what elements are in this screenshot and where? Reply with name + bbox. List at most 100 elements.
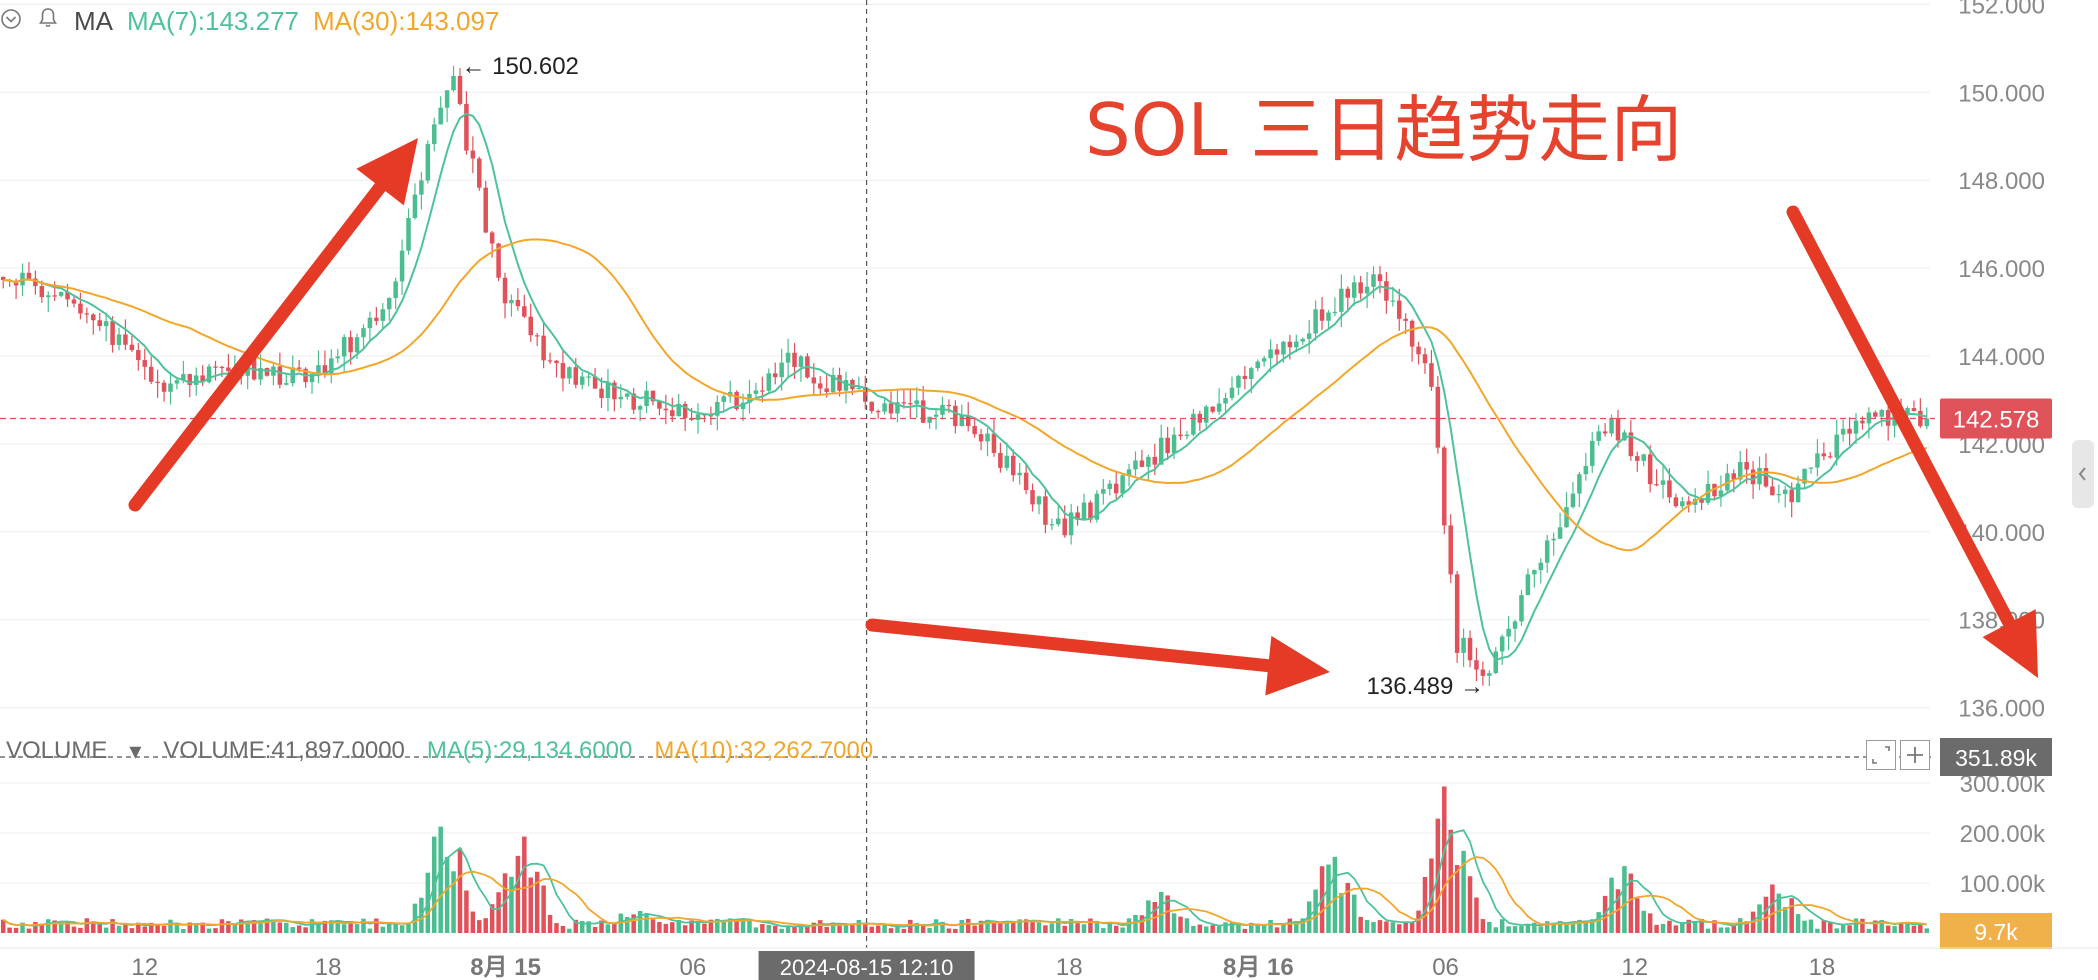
candle-body [695, 414, 701, 420]
main-legend: MA MA(7):143.277 MA(30):143.097 [0, 4, 499, 38]
volume-bar [888, 928, 894, 933]
volume-bar [708, 919, 714, 933]
candle-body [772, 373, 778, 378]
candle-body [1004, 455, 1010, 468]
volume-bar [908, 919, 913, 933]
volume-bar [296, 925, 302, 933]
collapse-chevron-icon[interactable] [0, 6, 22, 37]
candle-body [644, 390, 649, 407]
candle-body [676, 403, 681, 417]
candle-body [1049, 524, 1055, 526]
volume-ma5-value: MA(5):29,134.6000 [426, 737, 633, 764]
candle-body [1300, 338, 1306, 342]
candle-body [515, 299, 521, 307]
volume-bar [45, 919, 51, 933]
volume-bar [740, 918, 746, 933]
volume-bar [1030, 920, 1035, 933]
volume-bar [1924, 928, 1930, 933]
candle-body [1158, 437, 1164, 465]
volume-bar [78, 927, 83, 933]
candle-body [1358, 282, 1363, 294]
volume-bar [238, 919, 244, 933]
candle-body [1274, 349, 1280, 355]
candle-body [1332, 311, 1338, 314]
candle-body [1023, 472, 1029, 491]
volume-bar [1403, 922, 1408, 933]
volume-bar [1268, 919, 1273, 933]
bell-icon[interactable] [36, 6, 60, 37]
volume-bar [1667, 920, 1672, 933]
volume-bar [1782, 907, 1788, 933]
candle-body [374, 317, 379, 321]
candle-body [1815, 453, 1820, 468]
resize-pane-button[interactable] [1866, 740, 1896, 770]
candle-body [534, 335, 540, 337]
volume-bar [361, 918, 366, 933]
volume-bar [1840, 924, 1846, 933]
price-tick-label: 150.000 [1958, 80, 2045, 107]
candle-body [579, 376, 585, 385]
candle-body [1834, 434, 1839, 458]
candle-body [959, 415, 965, 427]
low-annotation: 136.489 → [1367, 673, 1484, 700]
volume-bar [573, 919, 579, 933]
candle-body [1313, 309, 1318, 334]
candle-body [1242, 375, 1248, 379]
candle-body [1351, 282, 1357, 298]
candle-body [335, 356, 341, 359]
volume-bar [380, 926, 386, 933]
volume-bar [174, 924, 180, 933]
candle-body [901, 402, 907, 404]
candle-body [1319, 309, 1325, 321]
candle-body [573, 367, 579, 385]
volume-bar [65, 921, 70, 933]
candle-body [1641, 454, 1646, 461]
current-volume-badge: 9.7k [1940, 913, 2052, 949]
candle-body [1512, 621, 1518, 629]
volume-bar [1113, 925, 1119, 933]
volume-bar [1339, 893, 1344, 933]
candle-body [1847, 428, 1852, 434]
volume-bar [605, 924, 611, 933]
candle-body [1718, 490, 1724, 497]
volume-dropdown-icon[interactable]: ▾ [129, 737, 142, 765]
volume-bar [502, 873, 508, 933]
side-panel-toggle[interactable] [2072, 440, 2094, 508]
volume-bar [567, 928, 572, 933]
volume-bar [1828, 921, 1833, 933]
candle-body [522, 306, 527, 317]
add-indicator-button[interactable] [1900, 740, 1930, 770]
volume-bar [1203, 926, 1209, 933]
candle-body [1712, 483, 1717, 497]
volume-bar [1126, 918, 1132, 933]
candle-body [1654, 484, 1659, 486]
candle-body [875, 411, 881, 413]
volume-bar [547, 914, 553, 933]
candle-body [181, 374, 186, 381]
candle-body [1744, 462, 1749, 470]
volume-value: VOLUME:41,897.0000 [163, 737, 405, 764]
volume-bar [869, 926, 874, 933]
volume-bar [1294, 920, 1299, 933]
volume-bar [1718, 927, 1724, 933]
price-tick-label: 144.000 [1958, 344, 2045, 371]
candle-body [322, 365, 328, 375]
volume-bar [985, 919, 990, 933]
candle-body [1467, 637, 1473, 661]
volume-bar [1107, 921, 1113, 933]
candle-body [920, 400, 926, 423]
volume-bar [20, 922, 25, 933]
candle-body [1306, 333, 1312, 339]
volume-bar [1802, 920, 1807, 933]
volume-bar [914, 923, 920, 933]
volume-bar [97, 924, 102, 933]
volume-bar [103, 927, 109, 933]
candle-body [502, 277, 508, 304]
candle-body [824, 388, 829, 392]
candle-body [509, 299, 514, 304]
candle-body [1596, 431, 1601, 441]
volume-bar [1763, 896, 1769, 933]
volume-bar [1133, 914, 1138, 933]
